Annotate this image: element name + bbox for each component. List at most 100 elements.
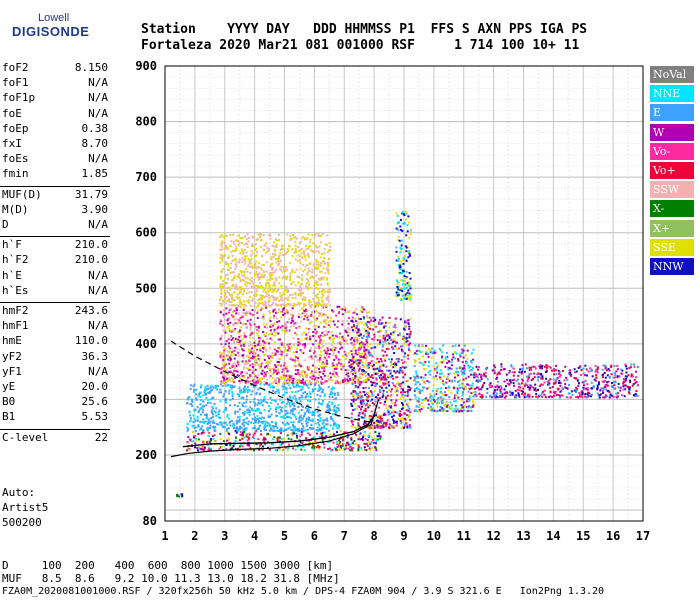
echo-point [306, 408, 309, 410]
echo-point [285, 412, 287, 415]
echo-point [363, 402, 366, 405]
echo-point [263, 317, 265, 320]
echo-point [382, 354, 385, 357]
echo-point [314, 376, 317, 379]
echo-point [373, 325, 376, 328]
echo-point [335, 372, 338, 375]
echo-point [337, 381, 340, 384]
echo-point [456, 390, 459, 393]
echo-point [233, 373, 235, 376]
echo-point [256, 403, 259, 406]
echo-point [236, 416, 239, 419]
echo-point [274, 253, 277, 256]
echo-point [233, 369, 236, 372]
echo-point [394, 385, 397, 388]
echo-point [262, 263, 265, 266]
echo-point [252, 413, 255, 416]
echo-point [282, 291, 285, 294]
echo-point [552, 391, 555, 394]
echo-point [275, 410, 278, 413]
echo-point [274, 370, 277, 373]
echo-point [544, 365, 546, 368]
echo-point [299, 261, 302, 264]
echo-point [227, 257, 230, 260]
echo-point [284, 391, 287, 394]
echo-point [300, 405, 303, 408]
echo-point [290, 377, 293, 380]
footer-file-info: FZA0M_2020081001000.RSF / 320fx256h 50 k… [2, 586, 605, 597]
echo-point [350, 326, 353, 329]
echo-point [403, 366, 406, 369]
echo-point [206, 388, 209, 391]
echo-point [268, 342, 271, 345]
echo-point [248, 374, 251, 377]
echo-point [328, 320, 331, 323]
echo-point [234, 337, 237, 340]
echo-point [269, 370, 272, 373]
echo-point [370, 360, 373, 363]
echo-point [632, 383, 635, 386]
echo-point [268, 296, 271, 299]
echo-point [243, 362, 246, 365]
echo-point [339, 347, 342, 350]
echo-point [309, 349, 312, 352]
echo-point [368, 311, 370, 314]
echo-point [439, 378, 442, 381]
echo-point [286, 321, 289, 324]
param-key: yF1 [2, 364, 22, 378]
echo-point [309, 376, 312, 379]
echo-point [287, 437, 290, 440]
echo-point [318, 371, 321, 374]
echo-point [358, 347, 361, 349]
echo-point [266, 372, 269, 374]
echo-point [297, 301, 300, 304]
echo-point [460, 404, 463, 406]
echo-point [607, 368, 610, 370]
echo-point [405, 422, 408, 425]
param-key: h`Es [2, 283, 29, 297]
echo-point [325, 351, 328, 353]
echo-point [201, 421, 204, 423]
echo-point [226, 263, 229, 266]
echo-point [319, 350, 322, 353]
echo-point [207, 434, 210, 437]
echo-point [312, 427, 315, 430]
echo-point [299, 240, 302, 243]
echo-point [245, 363, 247, 366]
echo-point [328, 248, 331, 251]
echo-point [419, 389, 422, 392]
echo-point [354, 427, 357, 430]
echo-point [530, 379, 533, 381]
echo-point [424, 360, 427, 363]
echo-point [280, 410, 283, 413]
echo-point [247, 356, 250, 359]
echo-point [341, 380, 344, 383]
echo-point [352, 355, 355, 358]
echo-point [315, 301, 318, 304]
echo-point [223, 376, 226, 379]
param-key: h`F [2, 238, 22, 252]
echo-point [414, 344, 417, 347]
echo-point [220, 293, 223, 296]
echo-point [413, 359, 416, 362]
echo-point [285, 379, 288, 382]
echo-point [614, 372, 616, 375]
echo-point [457, 359, 460, 362]
echo-point [269, 311, 272, 314]
echo-point [224, 244, 227, 247]
echo-point [361, 306, 364, 309]
echo-point [407, 379, 410, 382]
echo-point [208, 421, 211, 424]
echo-point [387, 334, 390, 337]
echo-point [395, 387, 398, 389]
echo-point [299, 435, 302, 438]
echo-point [257, 354, 260, 357]
echo-point [371, 374, 373, 377]
echo-point [288, 384, 291, 387]
echo-point [279, 303, 282, 306]
param-row-yf2: yF2 36.3 [2, 350, 108, 366]
echo-point [442, 380, 444, 383]
echo-point [432, 376, 435, 379]
echo-point [299, 400, 302, 403]
echo-point [283, 253, 286, 256]
